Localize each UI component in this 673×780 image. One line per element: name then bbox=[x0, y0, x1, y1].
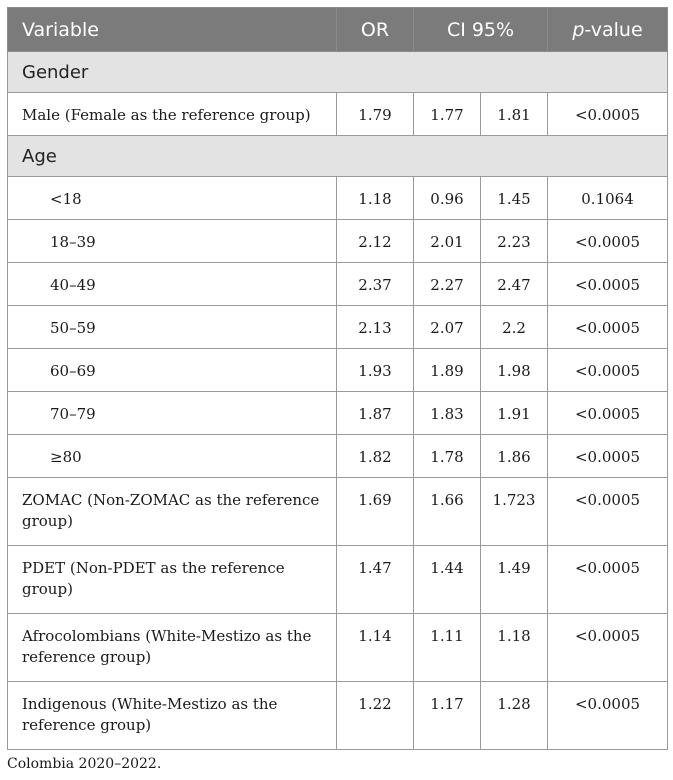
row-label: ≥80 bbox=[7, 434, 337, 478]
row-ci-high: 2.47 bbox=[479, 262, 549, 306]
row-ci-low: 2.07 bbox=[413, 305, 481, 349]
row-ci-low: 1.44 bbox=[413, 545, 481, 614]
section-label: Age bbox=[6, 135, 669, 177]
row-label: PDET (Non-PDET as the reference group) bbox=[7, 545, 337, 614]
row-or: 1.79 bbox=[336, 92, 414, 136]
row-p-value: <0.0005 bbox=[547, 92, 669, 136]
section-gender: Gender bbox=[6, 51, 669, 93]
row-ci-low: 1.17 bbox=[413, 681, 481, 750]
row-or: 1.82 bbox=[336, 434, 414, 478]
row-p-value: <0.0005 bbox=[547, 477, 669, 546]
row-ci-low: 0.96 bbox=[413, 176, 481, 220]
row-ci-low: 2.01 bbox=[413, 219, 481, 263]
results-table-container: Variable OR CI 95% p-value Gender Male (… bbox=[6, 7, 669, 750]
table-row: PDET (Non-PDET as the reference group) 1… bbox=[7, 545, 669, 614]
row-or: 1.18 bbox=[336, 176, 414, 220]
row-ci-high: 2.2 bbox=[479, 305, 549, 349]
section-label: Gender bbox=[6, 51, 669, 93]
row-label: 50–59 bbox=[7, 305, 337, 349]
odds-ratio-table: Variable OR CI 95% p-value Gender Male (… bbox=[6, 7, 669, 750]
table-row: Indigenous (White-Mestizo as the referen… bbox=[7, 681, 669, 750]
header-variable: Variable bbox=[7, 7, 337, 52]
row-ci-high: 1.91 bbox=[479, 391, 549, 435]
row-ci-low: 1.11 bbox=[413, 613, 481, 682]
table-row: 40–49 2.37 2.27 2.47 <0.0005 bbox=[7, 262, 669, 306]
row-ci-low: 1.89 bbox=[413, 348, 481, 392]
row-p-value: <0.0005 bbox=[547, 219, 669, 263]
row-label: 40–49 bbox=[7, 262, 337, 306]
row-p-value: <0.0005 bbox=[547, 681, 669, 750]
row-or: 1.87 bbox=[336, 391, 414, 435]
row-or: 2.12 bbox=[336, 219, 414, 263]
table-row: 70–79 1.87 1.83 1.91 <0.0005 bbox=[7, 391, 669, 435]
row-ci-low: 1.83 bbox=[413, 391, 481, 435]
row-ci-high: 1.723 bbox=[479, 477, 549, 546]
header-ci: CI 95% bbox=[412, 7, 549, 52]
section-age: Age bbox=[6, 135, 669, 177]
row-label: Afrocolombians (White-Mestizo as the ref… bbox=[7, 613, 337, 682]
row-label: ZOMAC (Non-ZOMAC as the reference group) bbox=[7, 477, 337, 546]
row-ci-high: 1.28 bbox=[479, 681, 549, 750]
row-ci-high: 2.23 bbox=[479, 219, 549, 263]
row-or: 2.37 bbox=[336, 262, 414, 306]
table-row: Male (Female as the reference group) 1.7… bbox=[7, 92, 669, 136]
row-ci-high: 1.49 bbox=[479, 545, 549, 614]
header-or: OR bbox=[336, 7, 414, 52]
row-p-value: <0.0005 bbox=[547, 262, 669, 306]
row-ci-high: 1.18 bbox=[479, 613, 549, 682]
row-ci-low: 1.66 bbox=[413, 477, 481, 546]
table-row: 50–59 2.13 2.07 2.2 <0.0005 bbox=[7, 305, 669, 349]
row-ci-high: 1.45 bbox=[479, 176, 549, 220]
row-or: 1.93 bbox=[336, 348, 414, 392]
row-or: 1.69 bbox=[336, 477, 414, 546]
row-label: 60–69 bbox=[7, 348, 337, 392]
row-p-value: <0.0005 bbox=[547, 305, 669, 349]
header-p-italic: p bbox=[572, 18, 585, 41]
table-row: <18 1.18 0.96 1.45 0.1064 bbox=[7, 176, 669, 220]
row-p-value: <0.0005 bbox=[547, 613, 669, 682]
row-p-value: <0.0005 bbox=[547, 391, 669, 435]
table-row: ZOMAC (Non-ZOMAC as the reference group)… bbox=[7, 477, 669, 546]
table-header-row: Variable OR CI 95% p-value bbox=[7, 7, 669, 52]
header-p-value: p-value bbox=[547, 7, 669, 52]
row-or: 1.22 bbox=[336, 681, 414, 750]
table-row: 18–39 2.12 2.01 2.23 <0.0005 bbox=[7, 219, 669, 263]
row-ci-low: 2.27 bbox=[413, 262, 481, 306]
row-label: 70–79 bbox=[7, 391, 337, 435]
row-label: 18–39 bbox=[7, 219, 337, 263]
row-p-value: 0.1064 bbox=[547, 176, 669, 220]
header-p-suffix: -value bbox=[584, 18, 643, 41]
row-p-value: <0.0005 bbox=[547, 348, 669, 392]
row-or: 1.14 bbox=[336, 613, 414, 682]
row-label: Male (Female as the reference group) bbox=[7, 92, 337, 136]
row-p-value: <0.0005 bbox=[547, 434, 669, 478]
row-ci-high: 1.86 bbox=[479, 434, 549, 478]
row-ci-low: 1.77 bbox=[413, 92, 481, 136]
row-label: Indigenous (White-Mestizo as the referen… bbox=[7, 681, 337, 750]
table-footnote: Colombia 2020–2022. bbox=[7, 756, 162, 772]
table-row: Afrocolombians (White-Mestizo as the ref… bbox=[7, 613, 669, 682]
row-label: <18 bbox=[7, 176, 337, 220]
row-p-value: <0.0005 bbox=[547, 545, 669, 614]
table-row: ≥80 1.82 1.78 1.86 <0.0005 bbox=[7, 434, 669, 478]
row-or: 2.13 bbox=[336, 305, 414, 349]
table-row: 60–69 1.93 1.89 1.98 <0.0005 bbox=[7, 348, 669, 392]
row-ci-high: 1.81 bbox=[479, 92, 549, 136]
row-or: 1.47 bbox=[336, 545, 414, 614]
row-ci-low: 1.78 bbox=[413, 434, 481, 478]
row-ci-high: 1.98 bbox=[479, 348, 549, 392]
